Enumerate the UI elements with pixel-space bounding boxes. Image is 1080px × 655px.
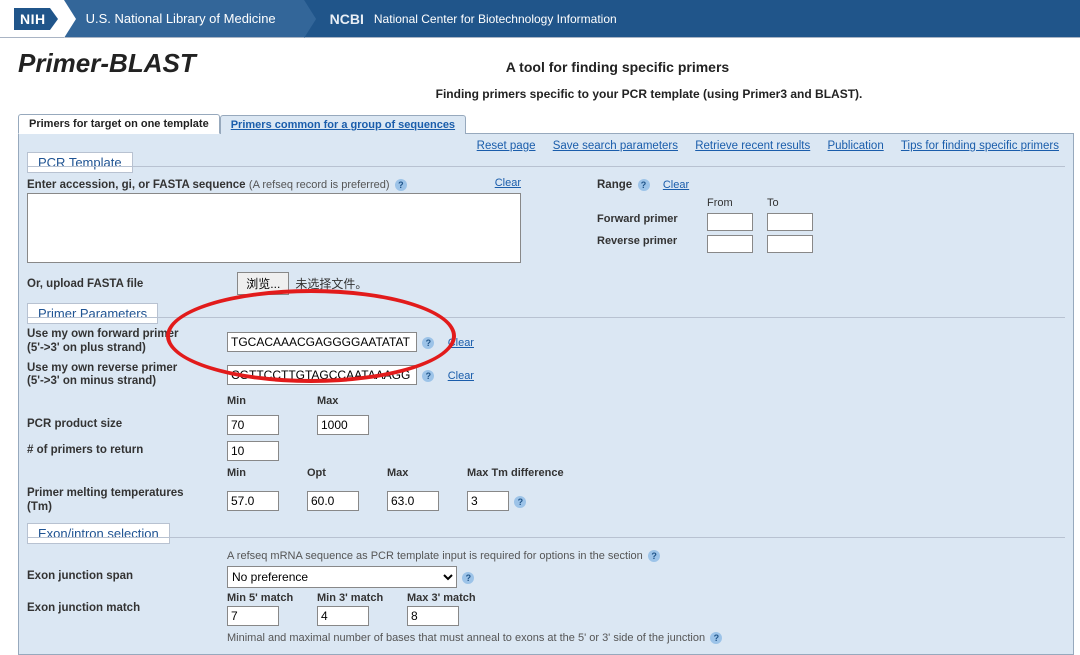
template-sequence-input[interactable] [27, 193, 521, 263]
ncbi-label: NCBI [330, 11, 364, 27]
ncbi-text: National Center for Biotechnology Inform… [374, 12, 617, 26]
product-max-input[interactable] [317, 415, 369, 435]
rev-to-input[interactable] [767, 235, 813, 253]
help-icon[interactable]: ? [422, 337, 434, 349]
max-header: Max [317, 395, 387, 407]
tab-strip: Primers for target on one template Prime… [18, 114, 1080, 134]
product-min-input[interactable] [227, 415, 279, 435]
num-primers-label: # of primers to return [27, 444, 227, 458]
tm-diff-header: Max Tm difference [467, 467, 587, 479]
from-header: From [707, 197, 757, 209]
nlm-text: U.S. National Library of Medicine [86, 11, 276, 26]
own-fwd-input[interactable] [227, 332, 417, 352]
browse-button[interactable]: 浏览... [237, 272, 289, 295]
own-rev-input[interactable] [227, 365, 417, 385]
min5-header: Min 5' match [227, 592, 297, 604]
to-header: To [767, 197, 817, 209]
fwd-primer-range-label: Forward primer [597, 213, 697, 231]
page-description: Finding primers specific to your PCR tem… [218, 87, 1080, 101]
save-params-link[interactable]: Save search parameters [553, 140, 678, 152]
help-icon[interactable]: ? [514, 496, 526, 508]
rev-from-input[interactable] [707, 235, 753, 253]
help-icon[interactable]: ? [638, 179, 650, 191]
exon-match-label: Exon junction match [27, 602, 227, 616]
own-rev-label: Use my own reverse primer (5'->3' on min… [27, 362, 227, 390]
exon-span-label: Exon junction span [27, 570, 227, 584]
fwd-to-input[interactable] [767, 213, 813, 231]
page-title: Primer-BLAST [18, 48, 256, 79]
nih-logo: NIH [14, 8, 50, 30]
upload-label: Or, upload FASTA file [27, 278, 143, 290]
rev-primer-range-label: Reverse primer [597, 235, 697, 253]
primer-params-section: Use my own forward primer (5'->3' on plu… [27, 317, 1065, 515]
tm-max-header: Max [387, 467, 447, 479]
exon-note: A refseq mRNA sequence as PCR template i… [227, 550, 643, 562]
max3-header: Max 3' match [407, 592, 477, 604]
tab-group-sequences[interactable]: Primers common for a group of sequences [220, 115, 466, 134]
nlm-chevron[interactable]: U.S. National Library of Medicine [64, 0, 304, 37]
help-icon[interactable]: ? [422, 370, 434, 382]
retrieve-results-link[interactable]: Retrieve recent results [695, 140, 810, 152]
tm-min-input[interactable] [227, 491, 279, 511]
reset-page-link[interactable]: Reset page [477, 140, 536, 152]
tm-opt-input[interactable] [307, 491, 359, 511]
help-icon[interactable]: ? [462, 572, 474, 584]
range-label: Range [597, 179, 632, 191]
min3-input[interactable] [317, 606, 369, 626]
tm-label: Primer melting temperatures (Tm) [27, 487, 227, 515]
tab-single-template[interactable]: Primers for target on one template [18, 114, 220, 134]
clear-fwd-link[interactable]: Clear [448, 337, 474, 349]
page-subtitle: A tool for finding specific primers [506, 59, 730, 75]
max3-input[interactable] [407, 606, 459, 626]
tips-link[interactable]: Tips for finding specific primers [901, 140, 1059, 152]
own-fwd-label: Use my own forward primer (5'->3' on plu… [27, 328, 227, 356]
clear-template-link[interactable]: Clear [495, 177, 521, 189]
clear-rev-link[interactable]: Clear [448, 370, 474, 382]
tm-min-header: Min [227, 467, 287, 479]
help-icon[interactable]: ? [710, 632, 722, 644]
min3-header: Min 3' match [317, 592, 387, 604]
help-icon[interactable]: ? [648, 550, 660, 562]
exon-footer-note: Minimal and maximal number of bases that… [227, 632, 705, 644]
clear-range-link[interactable]: Clear [663, 179, 689, 191]
min5-input[interactable] [227, 606, 279, 626]
publication-link[interactable]: Publication [827, 140, 883, 152]
pcr-template-section: Enter accession, gi, or FASTA sequence (… [27, 166, 1065, 295]
no-file-text: 未选择文件。 [295, 275, 367, 292]
main-panel: Reset page Save search parameters Retrie… [18, 133, 1074, 655]
product-size-label: PCR product size [27, 418, 227, 432]
accession-label: Enter accession, gi, or FASTA sequence [27, 179, 246, 191]
tm-max-input[interactable] [387, 491, 439, 511]
exon-section: A refseq mRNA sequence as PCR template i… [27, 537, 1065, 644]
title-area: Primer-BLAST A tool for finding specific… [0, 38, 1080, 113]
accession-paren: (A refseq record is preferred) [249, 179, 390, 191]
nih-logo-wrap: NIH [0, 0, 64, 37]
num-primers-input[interactable] [227, 441, 279, 461]
nih-header: NIH U.S. National Library of Medicine NC… [0, 0, 1080, 38]
top-links: Reset page Save search parameters Retrie… [27, 136, 1065, 154]
exon-span-select[interactable]: No preference [227, 566, 457, 588]
tm-diff-input[interactable] [467, 491, 509, 511]
ncbi-chevron[interactable]: NCBI National Center for Biotechnology I… [304, 0, 1080, 37]
help-icon[interactable]: ? [395, 179, 407, 191]
fwd-from-input[interactable] [707, 213, 753, 231]
tm-opt-header: Opt [307, 467, 367, 479]
min-header: Min [227, 395, 297, 407]
tab-group-link[interactable]: Primers common for a group of sequences [231, 119, 455, 131]
